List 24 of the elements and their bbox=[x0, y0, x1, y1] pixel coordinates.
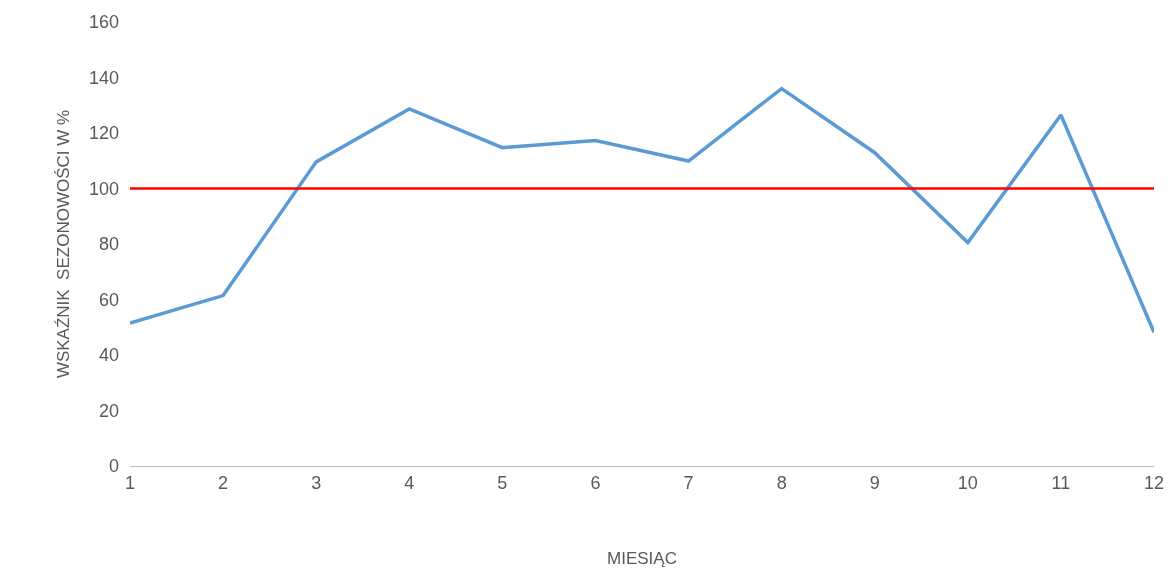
y-tick-label: 40 bbox=[98, 345, 119, 366]
y-tick-label: 120 bbox=[88, 123, 119, 144]
y-tick-label: 0 bbox=[108, 456, 119, 477]
x-tick-label: 3 bbox=[311, 472, 322, 493]
y-tick-label: 160 bbox=[88, 12, 119, 33]
x-tick-label: 6 bbox=[590, 472, 601, 493]
y-tick-label: 140 bbox=[88, 67, 119, 88]
x-tick-label: 2 bbox=[218, 472, 229, 493]
y-tick-label: 100 bbox=[88, 178, 119, 199]
x-tick-label: 9 bbox=[869, 472, 880, 493]
y-tick-label: 80 bbox=[98, 234, 119, 255]
x-tick-label: 7 bbox=[683, 472, 694, 493]
x-tick-label: 4 bbox=[404, 472, 415, 493]
x-axis-title: MIESIĄC bbox=[607, 549, 677, 568]
y-tick-label: 20 bbox=[98, 400, 119, 421]
x-tick-label: 11 bbox=[1051, 472, 1071, 493]
x-tick-label: 8 bbox=[776, 472, 787, 493]
x-tick-label: 5 bbox=[497, 472, 508, 493]
y-axis-title: WSKAŹNIK SEZONOWOŚCI W % bbox=[53, 109, 73, 379]
y-tick-label: 60 bbox=[98, 289, 119, 310]
x-tick-label: 10 bbox=[957, 472, 978, 493]
x-tick-label: 12 bbox=[1143, 472, 1165, 493]
line-series bbox=[130, 86, 1154, 334]
x-tick-label: 1 bbox=[124, 472, 136, 493]
